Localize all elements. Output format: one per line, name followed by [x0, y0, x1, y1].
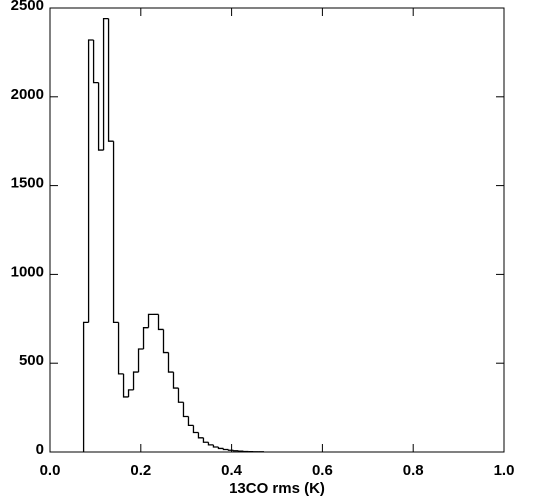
histogram-step: [127, 389, 134, 397]
y-tick-label: 1000: [11, 263, 44, 280]
y-tick-label: 1500: [11, 175, 44, 192]
histogram-step: [222, 448, 229, 451]
x-tick-label: 0.6: [312, 462, 333, 479]
histogram-step: [217, 447, 224, 450]
histogram-step: [87, 39, 94, 323]
y-tick-label: 2500: [11, 0, 44, 14]
x-tick-label: 0.4: [221, 462, 243, 479]
histogram-step: [112, 141, 119, 324]
histogram-step: [107, 18, 114, 142]
histogram-step: [132, 371, 139, 390]
histogram-step: [82, 321, 89, 452]
x-tick-label: 0.8: [403, 462, 424, 479]
histogram-step: [172, 372, 179, 389]
histogram-step: [92, 39, 99, 84]
x-tick-label: 0.2: [130, 462, 151, 479]
histogram-step: [162, 329, 169, 354]
histogram-step: [157, 314, 164, 331]
histogram-step: [147, 313, 154, 328]
histogram-step: [97, 82, 104, 151]
x-tick-label: 1.0: [494, 462, 515, 479]
y-tick-label: 500: [19, 352, 44, 369]
histogram-step: [232, 450, 239, 452]
histogram-step: [177, 388, 184, 403]
histogram-step: [227, 449, 234, 451]
histogram-step: [192, 425, 199, 434]
histogram-step: [197, 432, 204, 439]
y-tick-label: 0: [36, 441, 44, 458]
histogram-step: [182, 402, 189, 418]
histogram-step: [137, 348, 144, 373]
histogram-step: [207, 442, 214, 446]
y-tick-label: 2000: [11, 86, 44, 103]
x-tick-label: 0.0: [40, 462, 61, 479]
histogram-step: [187, 416, 194, 427]
x-axis-title: 13CO rms (K): [229, 480, 325, 497]
histogram-step: [167, 352, 174, 373]
histogram-step: [212, 444, 219, 448]
histogram-step: [102, 18, 109, 151]
histogram-step: [142, 327, 149, 349]
histogram-step: [117, 322, 124, 375]
plot-frame: [49, 7, 505, 453]
histogram-step: [202, 437, 209, 443]
histogram-step: [122, 373, 129, 398]
